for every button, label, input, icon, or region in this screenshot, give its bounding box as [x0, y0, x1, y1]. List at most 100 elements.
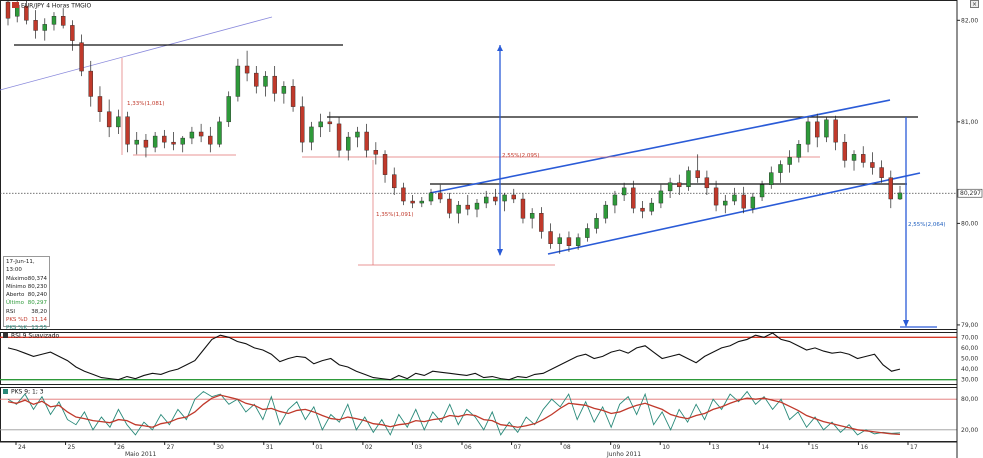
candle-body	[70, 25, 75, 41]
stoch-series-line	[7, 394, 901, 436]
x-tick-label: 14	[761, 444, 769, 451]
annotation-pct3: 1,35%(1,091)	[376, 212, 414, 218]
candle-body	[566, 237, 572, 246]
candle-body	[88, 70, 93, 97]
candle-body	[208, 135, 213, 145]
rsi-tick-label: 50,00	[961, 356, 978, 363]
x-tick-label: 08	[563, 444, 571, 451]
candle-body	[152, 135, 158, 148]
candle-body	[189, 131, 195, 139]
candle-body	[447, 198, 452, 214]
candle-body	[677, 182, 682, 188]
info-row-label: Mínimo	[6, 283, 27, 290]
chart-panels	[0, 0, 958, 442]
rsi-tick-label: 30,00	[961, 377, 978, 384]
info-row-label: PKS %D	[6, 317, 28, 324]
candle-body	[346, 136, 351, 151]
x-tick-label: 07	[514, 444, 522, 451]
stochastic-panel: 80,00 20,00	[0, 390, 978, 436]
arrow-down-icon	[497, 249, 503, 256]
data-window: 17-Jun-11, 13:00 Máximo 80,374 Mínimo 80,23…	[3, 256, 50, 331]
info-row-value: 11,14	[31, 317, 47, 324]
candle-body	[649, 202, 654, 212]
candle-body	[833, 119, 838, 143]
candle-body	[824, 119, 829, 138]
candle-body	[410, 200, 415, 204]
x-tick-label: 03	[414, 444, 422, 451]
candle-body	[106, 111, 112, 128]
candle-body	[815, 121, 820, 138]
candle-body	[300, 106, 305, 143]
candle-body	[575, 237, 581, 246]
candle-body	[888, 177, 894, 200]
candle-body	[686, 170, 691, 188]
rsi-tick-label: 40,00	[961, 366, 978, 373]
candle-body	[456, 204, 461, 214]
info-row: Último 80,297	[6, 299, 47, 307]
candle-body	[520, 198, 526, 219]
candle-body	[851, 154, 857, 161]
info-row-label: Máximo	[6, 275, 28, 282]
candle-body	[180, 137, 185, 145]
trendline-purple	[0, 16, 273, 91]
symbol-icon	[12, 2, 19, 8]
candle-body	[539, 213, 544, 232]
candle-body	[235, 65, 241, 97]
y-tick-label: 80,00	[961, 220, 978, 227]
x-tick-label: 25	[68, 444, 76, 451]
candle-body	[254, 72, 259, 87]
candle-body	[272, 75, 277, 94]
candle-body	[263, 75, 268, 87]
x-tick-label: 09	[613, 444, 621, 451]
candle-body	[79, 42, 84, 72]
chart-title: EUR/JPY 4 Horas TMGIO	[21, 3, 92, 10]
candle-body	[33, 20, 38, 31]
stoch-tick-label: 20,00	[961, 427, 978, 434]
info-row: Mínimo 80,230	[6, 283, 47, 291]
candle-body	[732, 194, 737, 202]
info-rows: Máximo 80,374 Mínimo 80,230 Aberto 80,240 Últi…	[6, 275, 47, 333]
candle-body	[392, 174, 397, 189]
candle-body	[502, 194, 507, 202]
x-tick-label: 26	[117, 444, 125, 451]
y-tick-label: 79,00	[961, 322, 978, 329]
stoch-label-icon	[3, 389, 8, 394]
candle-body	[603, 204, 608, 219]
candle-body	[5, 1, 11, 19]
channel-lower-line	[547, 172, 921, 255]
close-icon[interactable]: ×	[970, 0, 979, 8]
info-row-label: Último	[6, 300, 24, 307]
candle-body	[336, 123, 342, 151]
candle-body	[309, 126, 314, 143]
candle-body	[879, 167, 884, 178]
candle-body	[548, 231, 553, 244]
x-tick-label: 24	[18, 444, 26, 451]
candle-body	[134, 139, 139, 145]
info-row: Máximo 80,374	[6, 275, 47, 283]
candle-body	[171, 141, 176, 145]
candle-body	[658, 190, 664, 204]
candle-body	[401, 187, 406, 202]
info-row-value: 38,20	[31, 308, 47, 315]
candle-body	[769, 172, 774, 186]
candle-body	[741, 194, 746, 209]
info-row-value: 80,374	[27, 275, 47, 282]
rsi-tick-label: 70,00	[961, 334, 978, 341]
arrow-down-icon	[903, 320, 909, 327]
x-tick-label: 01	[315, 444, 323, 451]
candle-body	[585, 228, 590, 238]
rsi-label-icon	[3, 333, 8, 338]
y-tick-label: 81,00	[961, 119, 978, 126]
info-row: PKS %K 13,55	[6, 324, 47, 332]
candle-body	[529, 213, 535, 219]
info-row-label: Aberto	[6, 292, 25, 299]
candle-body	[217, 121, 222, 145]
candle-body	[621, 187, 627, 196]
candle-body	[290, 86, 296, 107]
panel-frame	[0, 332, 958, 385]
info-row: Aberto 80,240	[6, 291, 47, 299]
rsi-tick-label: 60,00	[961, 345, 978, 352]
candle-body	[796, 143, 802, 158]
candle-body	[640, 207, 645, 212]
info-row-label: RSI	[6, 308, 15, 315]
